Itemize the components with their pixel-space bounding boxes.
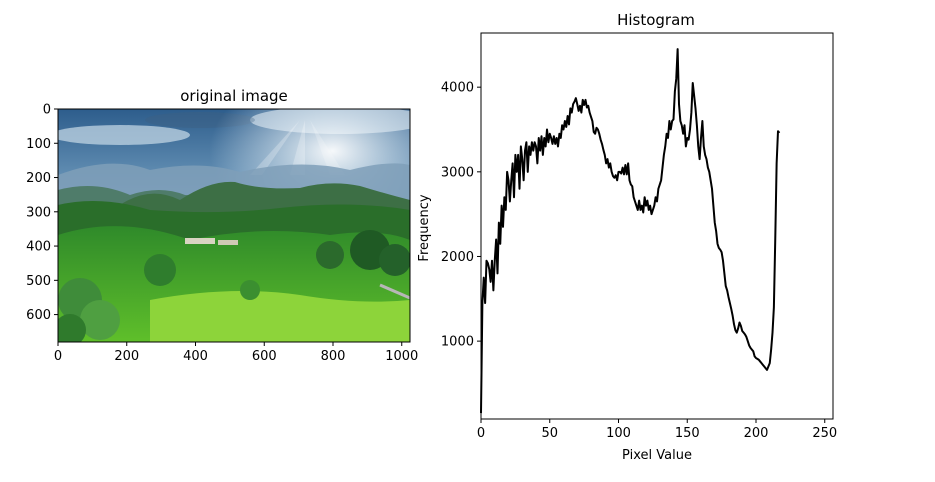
histogram-x-ticks: 0 50 100 150 200 250: [477, 419, 837, 441]
histogram-axes: Histogram 0 50 100 150 200 250 1000 2000 3000 40…: [417, 11, 837, 463]
image-y-tick-label: 400: [26, 240, 51, 255]
image-y-tick-label: 100: [26, 137, 51, 152]
histogram-y-tick-label: 3000: [441, 165, 474, 180]
image-title: original image: [180, 87, 288, 105]
image-axes: original image: [26, 87, 418, 364]
histogram-x-tick-label: 0: [477, 426, 485, 441]
image-x-tick-label: 400: [183, 349, 208, 364]
histogram-series: [480, 48, 781, 414]
histogram-xlabel: Pixel Value: [622, 448, 692, 463]
image-y-tick-label: 0: [43, 103, 51, 118]
histogram-x-tick-label: 50: [541, 426, 558, 441]
histogram-x-tick-label: 250: [812, 426, 837, 441]
image-y-tick-label: 300: [26, 205, 51, 220]
histogram-x-tick-label: 150: [675, 426, 700, 441]
histogram-y-tick-label: 1000: [441, 335, 474, 350]
histogram-ylabel: Frequency: [417, 194, 432, 261]
histogram-line-0: [480, 48, 781, 414]
image-frame: [57, 108, 411, 343]
image-x-tick-label: 0: [54, 349, 62, 364]
histogram-frame: [480, 32, 834, 420]
image-x-tick-label: 1000: [385, 349, 418, 364]
image-x-ticks: 0 200 400 600 800 1000: [54, 342, 418, 364]
image-x-tick-label: 200: [114, 349, 139, 364]
histogram-title: Histogram: [617, 11, 695, 29]
image-x-tick-label: 800: [321, 349, 346, 364]
histogram-x-tick-label: 100: [606, 426, 631, 441]
histogram-y-tick-label: 4000: [441, 81, 474, 96]
image-x-tick-label: 600: [252, 349, 277, 364]
landscape-photo: [58, 109, 410, 342]
image-y-ticks: 0 100 200 300 400 500 600: [26, 103, 58, 323]
image-y-tick-label: 500: [26, 274, 51, 289]
histogram-y-tick-label: 2000: [441, 250, 474, 265]
histogram-x-tick-label: 200: [744, 426, 769, 441]
histogram-y-ticks: 1000 2000 3000 4000: [441, 81, 481, 350]
image-y-tick-label: 600: [26, 308, 51, 323]
image-y-tick-label: 200: [26, 171, 51, 186]
